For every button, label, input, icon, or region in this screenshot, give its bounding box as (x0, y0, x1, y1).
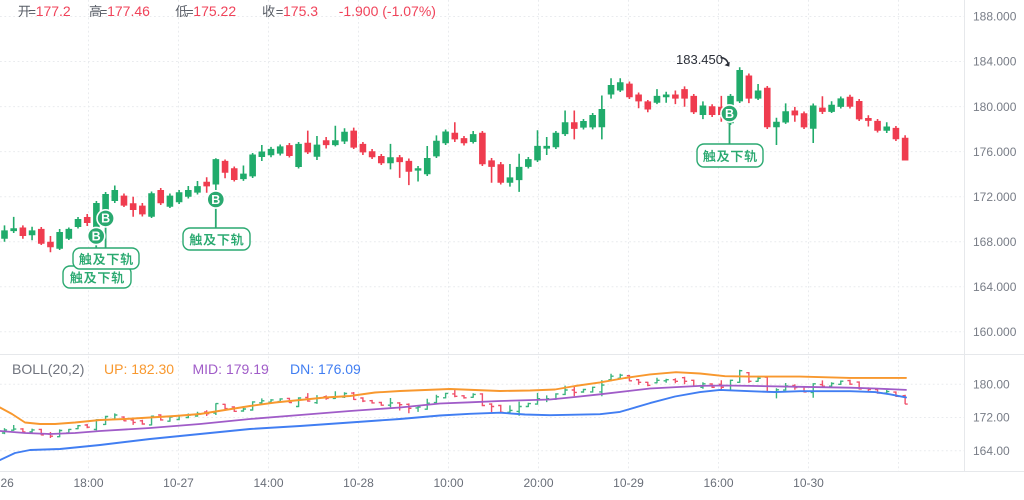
svg-text:14:00: 14:00 (253, 476, 283, 490)
svg-text:10-30: 10-30 (793, 476, 824, 490)
svg-text:164.000: 164.000 (973, 280, 1017, 294)
svg-text:MID: 179.19: MID: 179.19 (193, 361, 269, 377)
svg-text:10:00: 10:00 (433, 476, 463, 490)
svg-text:10-26: 10-26 (0, 476, 14, 490)
svg-text:177.46: 177.46 (107, 3, 150, 19)
svg-text:168.000: 168.000 (973, 235, 1017, 249)
svg-text:164.00: 164.00 (973, 444, 1010, 458)
svg-text:=: = (100, 4, 108, 19)
svg-text:175.22: 175.22 (193, 3, 236, 19)
svg-text:10-27: 10-27 (163, 476, 194, 490)
svg-text:172.00: 172.00 (973, 411, 1010, 425)
svg-text:172.000: 172.000 (973, 190, 1017, 204)
svg-text:180.00: 180.00 (973, 377, 1010, 391)
svg-text:177.2: 177.2 (36, 3, 71, 19)
svg-text:184.000: 184.000 (973, 55, 1017, 69)
svg-text:20:00: 20:00 (523, 476, 553, 490)
svg-text:175.3: 175.3 (283, 3, 318, 19)
svg-text:10-29: 10-29 (613, 476, 644, 490)
svg-text:=: = (276, 4, 284, 19)
svg-text:B: B (725, 107, 734, 121)
svg-text:=: = (28, 4, 36, 19)
svg-text:B: B (101, 212, 110, 226)
svg-text:18:00: 18:00 (73, 476, 103, 490)
svg-text:10-28: 10-28 (343, 476, 374, 490)
svg-text:B: B (92, 229, 101, 243)
svg-text:160.000: 160.000 (973, 325, 1017, 339)
svg-text:UP: 182.30: UP: 182.30 (104, 361, 174, 377)
svg-text:188.000: 188.000 (973, 10, 1017, 24)
svg-text:176.000: 176.000 (973, 145, 1017, 159)
svg-text:BOLL(20,2): BOLL(20,2) (12, 361, 84, 377)
svg-text:16:00: 16:00 (703, 476, 733, 490)
svg-text:DN: 176.09: DN: 176.09 (290, 361, 361, 377)
svg-text:180.000: 180.000 (973, 100, 1017, 114)
svg-text:-1.900 (-1.07%): -1.900 (-1.07%) (339, 3, 436, 19)
svg-text:183.450: 183.450 (676, 52, 723, 67)
svg-text:B: B (211, 193, 220, 207)
svg-text:=: = (186, 4, 194, 19)
